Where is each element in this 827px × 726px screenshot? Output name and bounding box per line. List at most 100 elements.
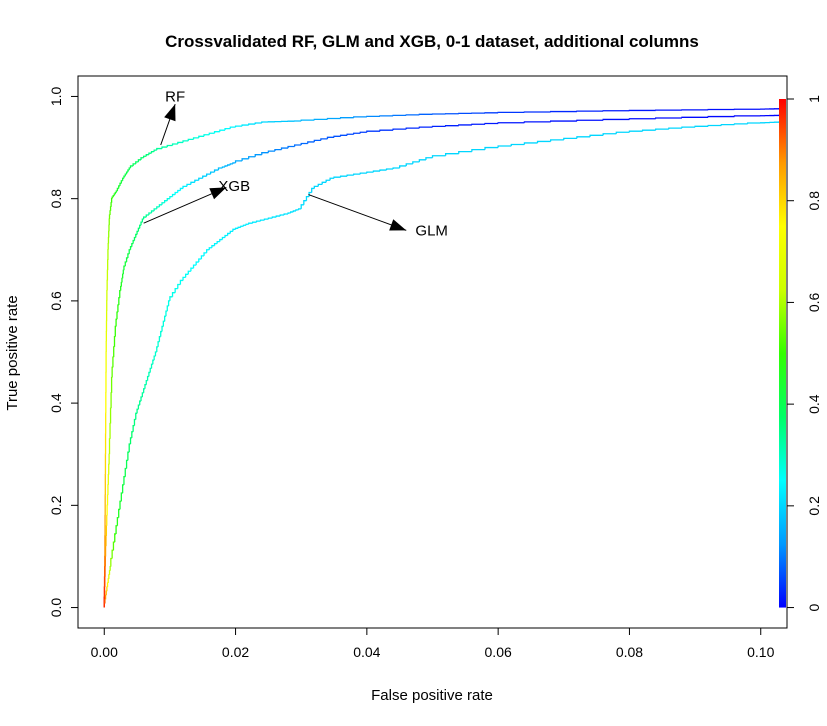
series-segment [110, 376, 113, 393]
series-segment [156, 346, 159, 352]
series-segment [313, 185, 319, 189]
series-segment [255, 220, 261, 223]
series-segment [523, 121, 551, 123]
series-segment [109, 566, 111, 571]
series-segment [326, 136, 335, 139]
series-segment [300, 204, 304, 209]
series-segment [108, 438, 111, 455]
y-tick-label: 0.6 [48, 291, 64, 311]
series-segment [190, 267, 194, 272]
annotation-label: GLM [415, 223, 448, 240]
series-segment [203, 134, 210, 137]
series-segment [109, 206, 112, 211]
series-segment [135, 233, 138, 238]
series-segment [280, 147, 289, 150]
series-segment [305, 195, 310, 201]
series-segment [171, 193, 176, 197]
series-segment [287, 145, 295, 149]
series-segment [326, 117, 341, 120]
series-segment [602, 118, 630, 121]
series-segment [227, 164, 231, 166]
series-segment [164, 315, 166, 322]
series-segment [153, 355, 156, 361]
series-segment [103, 602, 105, 608]
series-segment [245, 223, 249, 226]
series-segment [372, 170, 380, 173]
series-segment [297, 208, 302, 210]
series-segment [112, 541, 115, 551]
series-segment [240, 225, 244, 228]
series-segment [279, 214, 285, 217]
series-segment [213, 169, 219, 173]
series-segment [128, 167, 131, 171]
series-segment [321, 181, 327, 185]
series-segment [458, 150, 472, 154]
series-segment [125, 171, 128, 175]
series-segment [523, 142, 538, 145]
series-segment [121, 277, 123, 283]
series-segment [111, 549, 114, 559]
series-segment [229, 163, 233, 165]
series-segment [187, 138, 194, 141]
series-segment [156, 147, 163, 151]
series-segment [303, 200, 307, 205]
series-segment [127, 451, 130, 461]
x-tick-label: 0.02 [222, 644, 249, 660]
series-segment [300, 119, 315, 121]
series-segment [292, 210, 296, 212]
series-segment [733, 115, 761, 117]
series-segment [113, 336, 116, 347]
series-rf [103, 108, 784, 608]
series-segment [628, 130, 643, 133]
series-segment [359, 172, 367, 175]
series-segment [313, 139, 321, 142]
series-segment [185, 273, 189, 278]
series-segment [576, 119, 604, 122]
series-segment [248, 123, 256, 126]
series-segment [145, 379, 148, 385]
annotations-layer: RF XGB GLM [143, 89, 448, 240]
series-segment [111, 196, 114, 199]
series-segment [141, 392, 144, 397]
x-tick-label: 0.06 [485, 644, 512, 660]
series-segment [194, 179, 199, 183]
series-segment [177, 283, 181, 289]
series-segment [128, 249, 131, 254]
series-segment [107, 578, 109, 584]
series-segment [112, 194, 115, 198]
series-segment [108, 574, 110, 579]
series-segment [208, 247, 212, 250]
series-segment [405, 163, 413, 166]
x-tick-label: 0.04 [353, 644, 380, 660]
series-segment [333, 135, 341, 138]
series-segment [116, 311, 118, 320]
series-segment [251, 221, 257, 224]
series-segment [208, 132, 215, 135]
series-segment [431, 155, 446, 158]
y-tick-label: 0.0 [48, 598, 64, 618]
colorbar-tick-label: 1 [806, 95, 822, 103]
series-segment [311, 187, 315, 193]
series-segment [119, 500, 122, 510]
series-segment [171, 143, 178, 146]
series-segment [124, 173, 127, 177]
annotation-glm: GLM [308, 194, 448, 240]
series-segment [148, 152, 152, 155]
series-segment [145, 154, 149, 157]
series-segment [259, 219, 265, 222]
series-segment [418, 159, 426, 162]
series-segment [116, 516, 119, 526]
series-segment [192, 264, 197, 269]
series-segment [118, 185, 121, 189]
series-segment [227, 232, 231, 236]
series-segment [127, 253, 130, 258]
series-segment [150, 150, 155, 154]
series-segment [353, 116, 367, 118]
series-segment [146, 375, 149, 381]
series-segment [136, 230, 139, 235]
series-segment [110, 202, 112, 207]
series-segment [158, 204, 163, 207]
series-segment [405, 114, 420, 116]
chart-title: Crossvalidated RF, GLM and XGB, 0-1 data… [165, 32, 699, 51]
series-segment [392, 114, 407, 117]
